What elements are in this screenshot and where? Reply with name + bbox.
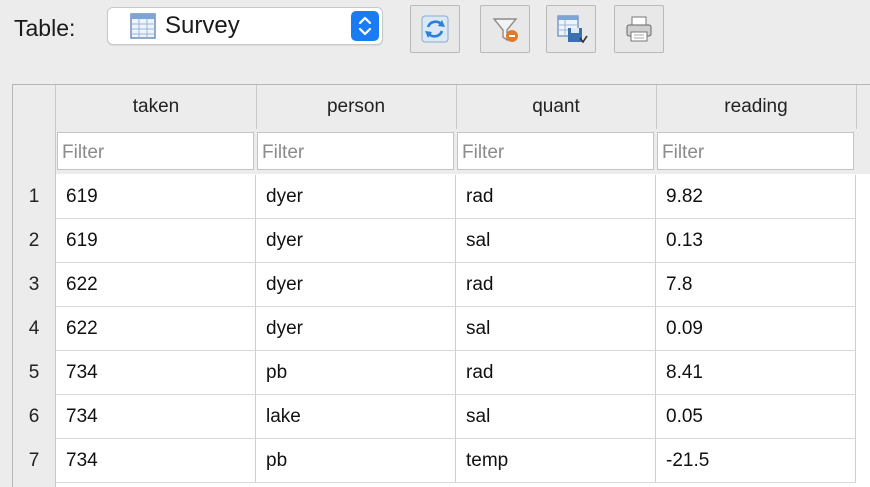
cell-person[interactable]: lake [256, 395, 456, 439]
save-table-icon [557, 15, 588, 44]
clear-filters-icon [492, 18, 518, 42]
cell-quant[interactable]: rad [456, 351, 656, 395]
cell-taken[interactable]: 622 [56, 263, 256, 307]
table-label: Table: [14, 15, 76, 41]
cell-quant[interactable]: rad [456, 175, 656, 219]
cell-reading[interactable]: 7.8 [656, 263, 856, 307]
cell-taken[interactable]: 734 [56, 351, 256, 395]
column-header-quant[interactable]: quant [456, 85, 657, 130]
cell-person[interactable]: dyer [256, 263, 456, 307]
row-number: 7 [28, 450, 40, 471]
select-arrows-icon[interactable] [351, 11, 379, 41]
filter-input-person[interactable] [257, 132, 454, 170]
column-header-reading[interactable]: reading [656, 85, 857, 130]
cell-taken[interactable]: 619 [56, 219, 256, 263]
table-row[interactable]: 1 619 dyer rad 9.82 [13, 175, 870, 219]
cell-reading[interactable]: 8.41 [656, 351, 856, 395]
cell-taken[interactable]: 734 [56, 395, 256, 439]
save-table-button[interactable] [546, 5, 596, 53]
row-number: 6 [28, 406, 40, 427]
filter-input-reading[interactable] [657, 132, 854, 170]
clear-filters-button[interactable] [480, 5, 530, 53]
table-row[interactable]: 2 619 dyer sal 0.13 [13, 219, 870, 263]
table-row[interactable]: 4 622 dyer sal 0.09 [13, 307, 870, 351]
table-row[interactable]: 3 622 dyer rad 7.8 [13, 263, 870, 307]
filter-row [56, 129, 870, 174]
print-icon [626, 16, 652, 42]
cell-person[interactable]: dyer [256, 175, 456, 219]
cell-quant[interactable]: sal [456, 307, 656, 351]
refresh-button[interactable] [410, 5, 460, 53]
row-number: 2 [28, 230, 40, 251]
row-number: 3 [28, 274, 40, 295]
filter-input-quant[interactable] [457, 132, 654, 170]
cell-quant[interactable]: temp [456, 439, 656, 483]
cell-quant[interactable]: sal [456, 219, 656, 263]
column-header-person[interactable]: person [256, 85, 457, 130]
row-number: 4 [28, 318, 40, 339]
table-row[interactable]: 5 734 pb rad 8.41 [13, 351, 870, 395]
cell-reading[interactable]: 9.82 [656, 175, 856, 219]
selected-table: Survey [165, 12, 240, 39]
filter-input-taken[interactable] [57, 132, 254, 170]
cell-quant[interactable]: sal [456, 395, 656, 439]
print-button[interactable] [614, 5, 664, 53]
row-number: 5 [28, 362, 40, 383]
toolbar: Table: Survey [0, 0, 870, 60]
cell-reading[interactable]: 0.05 [656, 395, 856, 439]
cell-person[interactable]: pb [256, 351, 456, 395]
row-number-column [13, 85, 56, 487]
cell-person[interactable]: dyer [256, 307, 456, 351]
data-grid: taken person quant reading 1619dyerrad9.… [12, 84, 870, 487]
cell-person[interactable]: pb [256, 439, 456, 483]
cell-taken[interactable]: 619 [56, 175, 256, 219]
cell-reading[interactable]: 0.09 [656, 307, 856, 351]
column-header-taken[interactable]: taken [56, 85, 257, 130]
table-icon [130, 13, 156, 39]
cell-quant[interactable]: rad [456, 263, 656, 307]
refresh-icon [421, 15, 449, 43]
row-number: 1 [28, 186, 40, 207]
table-row[interactable]: 6 734 lake sal 0.05 [13, 395, 870, 439]
cell-reading[interactable]: 0.13 [656, 219, 856, 263]
cell-taken[interactable]: 734 [56, 439, 256, 483]
cell-taken[interactable]: 622 [56, 307, 256, 351]
column-header-row: taken person quant reading [56, 85, 870, 130]
cell-reading[interactable]: -21.5 [656, 439, 856, 483]
table-select[interactable]: Survey [107, 7, 383, 45]
cell-person[interactable]: dyer [256, 219, 456, 263]
table-row[interactable]: 7 734 pb temp -21.5 [13, 439, 870, 483]
